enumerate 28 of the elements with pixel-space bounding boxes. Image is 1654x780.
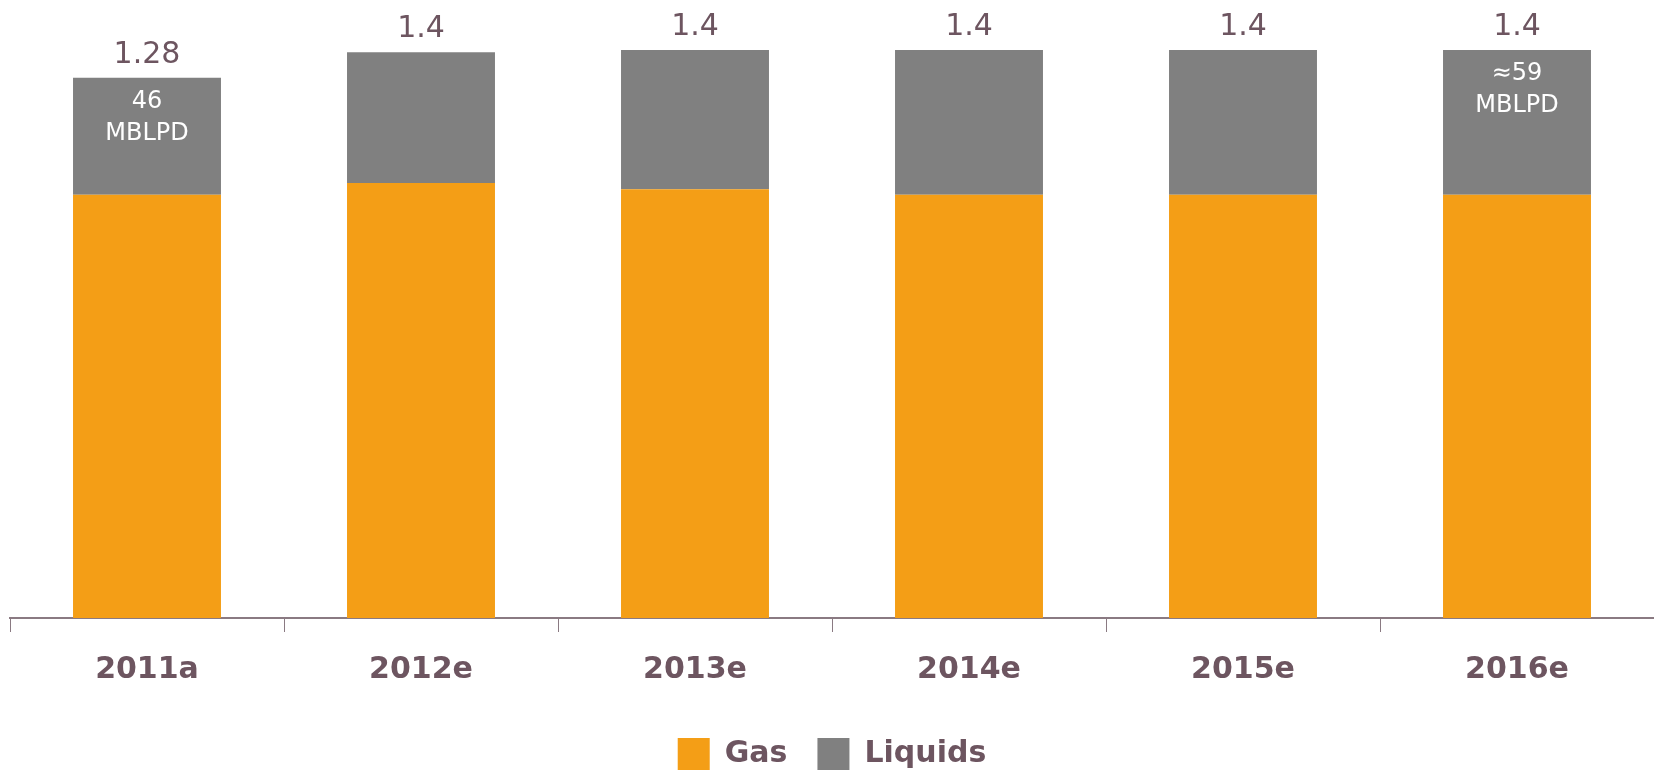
- annotation: 1.28: [113, 34, 181, 70]
- bar: [621, 50, 769, 190]
- text: 1.4: [1219, 6, 1267, 42]
- annotation: ≈59 MBLPD: [1475, 58, 1559, 119]
- bar: [895, 50, 1043, 195]
- bar: [1169, 50, 1317, 195]
- bar: [895, 194, 1043, 618]
- bar: [1443, 194, 1591, 618]
- x-tick-label: 2014e: [917, 649, 1021, 685]
- bar: [73, 77, 221, 195]
- text: 1.4: [945, 6, 993, 42]
- text: 1.4: [671, 6, 719, 42]
- bar: [621, 189, 769, 618]
- text: 1.4: [397, 9, 445, 45]
- text: 1.4: [1493, 6, 1541, 42]
- x-tick-label: 2013e: [643, 649, 747, 685]
- legend-label: Gas: [724, 733, 788, 769]
- x-tick-label: 2011a: [95, 649, 199, 685]
- bar: [347, 182, 495, 618]
- bar: [1443, 50, 1591, 195]
- x-tick-label: 2012e: [369, 649, 473, 685]
- bar: [73, 194, 221, 618]
- x-tick-label: 2016e: [1465, 649, 1569, 685]
- legend-label: Liquids: [864, 733, 987, 769]
- x-tick-label: 2015e: [1191, 649, 1295, 685]
- bar: [347, 52, 495, 183]
- bar: [1169, 194, 1317, 618]
- annotation: 46 MBLPD: [105, 86, 189, 147]
